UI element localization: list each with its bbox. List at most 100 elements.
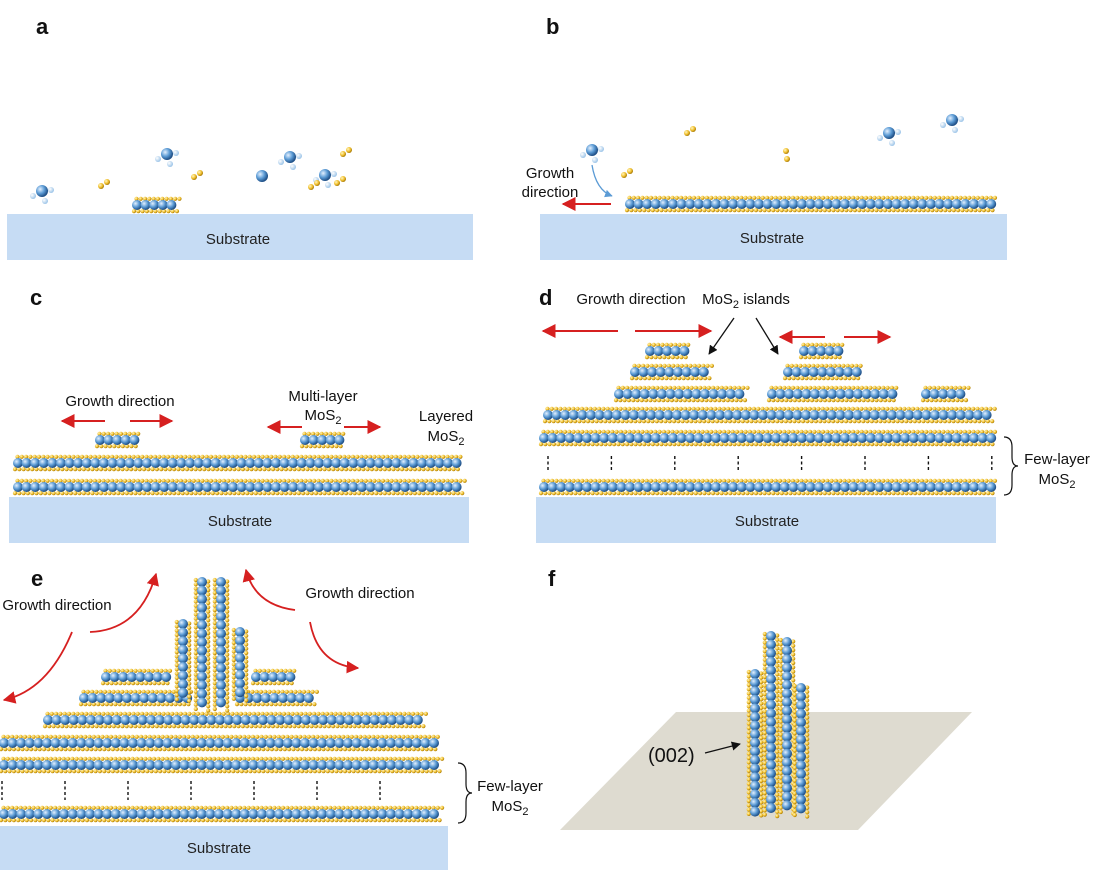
s-atom: [775, 728, 780, 733]
mo-atom: [403, 760, 414, 770]
s-atom: [782, 376, 788, 381]
s-atom: [388, 805, 393, 810]
s-atom: [805, 715, 810, 720]
s-atom: [100, 805, 105, 810]
s-atom: [800, 419, 806, 424]
s-atom: [759, 770, 764, 775]
substrate-label: Substrate: [740, 230, 804, 247]
s-atom: [685, 376, 691, 381]
mo-atom: [7, 809, 18, 819]
s-atom: [405, 734, 410, 739]
s-atom: [851, 195, 856, 200]
s-atom: [743, 406, 748, 411]
mo-atom: [178, 636, 188, 647]
s-atom: [184, 467, 190, 472]
mo-atom: [119, 809, 130, 819]
s-atom: [308, 818, 313, 823]
s-atom: [569, 491, 574, 496]
mo-atom: [361, 715, 372, 725]
s-atom: [805, 419, 810, 424]
mo-atom: [750, 677, 760, 688]
s-atom: [316, 454, 321, 459]
s-atom: [663, 208, 668, 213]
s-atom: [925, 398, 930, 403]
s-atom: [422, 756, 427, 761]
s-atom: [710, 491, 716, 496]
mo-atom: [197, 697, 207, 708]
mo-atom: [188, 738, 199, 748]
s-atom: [644, 195, 649, 200]
s-atom: [360, 818, 365, 823]
s-atom: [848, 398, 853, 403]
s-atom: [157, 209, 162, 214]
s-atom: [777, 406, 782, 411]
mo-atom: [56, 458, 66, 468]
mo-atom: [33, 738, 44, 748]
s-atom: [814, 342, 819, 347]
s-atom: [821, 376, 826, 381]
s-atom: [291, 747, 296, 752]
mo-atom: [700, 389, 710, 399]
s-atom: [225, 588, 230, 593]
s-atom: [128, 689, 133, 694]
s-atom: [713, 406, 718, 411]
s-atom: [746, 717, 751, 722]
s-atom: [852, 398, 858, 403]
mo-atom: [766, 665, 776, 676]
s-atom: [632, 363, 637, 368]
s-atom: [116, 668, 121, 673]
s-atom: [187, 625, 192, 630]
mos2-layer: [538, 478, 998, 496]
s-atom: [564, 442, 569, 447]
s-atom: [124, 689, 129, 694]
s-atom: [709, 195, 714, 200]
mo-atom: [573, 433, 584, 443]
mo-atom: [681, 367, 692, 377]
mo-atom: [343, 809, 353, 819]
s-atom: [567, 429, 572, 434]
s-atom: [377, 769, 382, 774]
s-atom: [153, 478, 158, 483]
mo-atom: [76, 809, 87, 819]
s-atom: [757, 419, 763, 424]
s-atom: [250, 734, 255, 739]
s-atom: [106, 431, 111, 436]
s-atom: [392, 756, 397, 761]
s-atom: [328, 431, 333, 436]
s-atom: [732, 419, 737, 424]
mo-atom: [38, 458, 49, 468]
mo-atom: [202, 482, 213, 492]
s-atom: [346, 711, 351, 716]
s-atom: [107, 491, 112, 496]
mo-atom: [782, 688, 792, 699]
s-atom: [307, 454, 312, 459]
s-atom: [53, 756, 58, 761]
s-atom: [814, 442, 819, 447]
s-atom: [573, 419, 578, 424]
mo-atom: [796, 717, 806, 728]
s-atom: [174, 658, 179, 663]
mo-atom: [159, 458, 170, 468]
s-atom: [172, 491, 177, 496]
s-atom: [759, 718, 764, 723]
s-atom: [150, 724, 155, 729]
s-atom: [771, 442, 776, 447]
s-atom: [175, 818, 180, 823]
s-atom: [276, 689, 281, 694]
s-atom: [417, 491, 422, 496]
s-atom: [98, 689, 103, 694]
s-atom: [305, 491, 310, 496]
s-atom: [908, 208, 913, 213]
s-atom: [359, 711, 364, 716]
s-atom: [153, 209, 158, 214]
mo-atom: [844, 389, 855, 399]
s-atom: [775, 719, 780, 724]
s-atom: [751, 406, 757, 411]
s-atom: [193, 646, 198, 651]
s-atom: [131, 431, 136, 436]
s-atom: [153, 454, 158, 459]
s-atom: [870, 442, 875, 447]
s-atom: [930, 491, 935, 496]
s-atom: [762, 679, 767, 684]
s-atom: [74, 756, 79, 761]
